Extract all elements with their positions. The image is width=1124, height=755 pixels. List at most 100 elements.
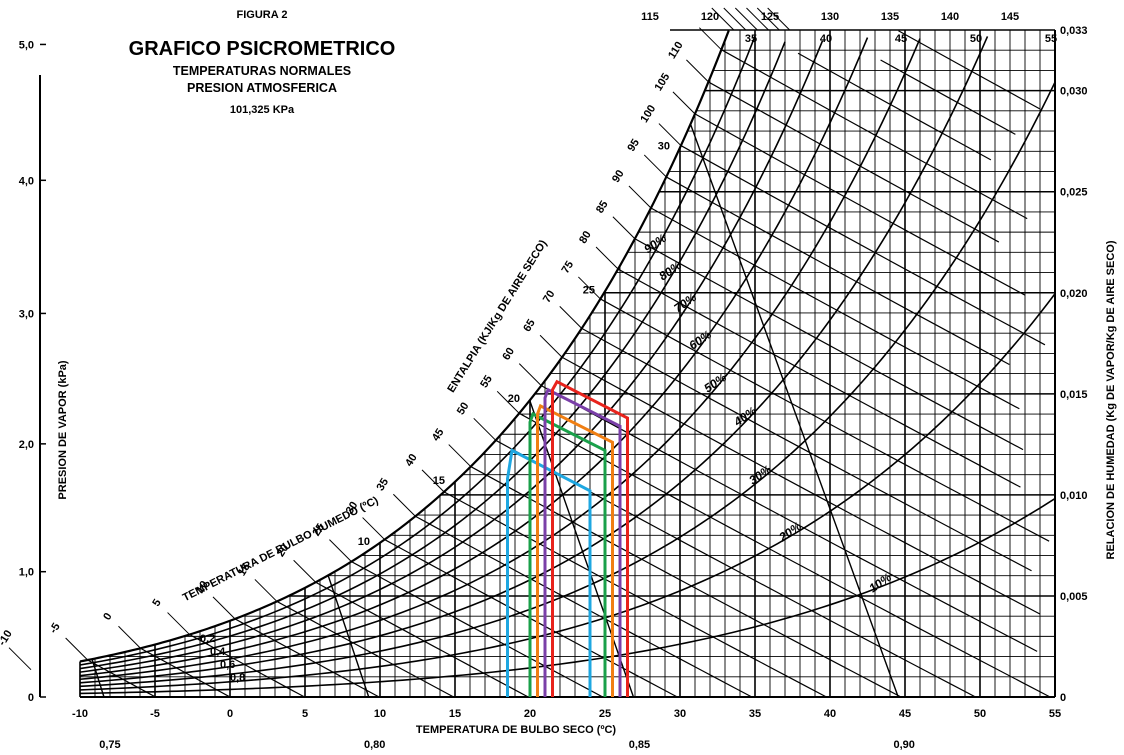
y-right-axis-label: RELACION DE HUMEDAD (Kg DE VAPOR/Kg DE A… xyxy=(1105,240,1117,559)
enthalpy-tick-label: 125 xyxy=(761,11,779,23)
enthalpy-tick xyxy=(496,390,520,414)
subtitle-line-1: TEMPERATURAS NORMALES xyxy=(173,64,351,78)
enthalpy-tick-label: 120 xyxy=(701,11,719,23)
enthalpy-tick xyxy=(698,27,722,51)
x-tick-label: 35 xyxy=(749,708,761,720)
y-left-tick-label: 3,0 xyxy=(19,308,34,320)
enthalpy-tick-label: 60 xyxy=(500,346,517,363)
enthalpy-tick-label: 70 xyxy=(541,288,558,305)
enthalpy-tick xyxy=(421,469,445,493)
enthalpy-tick xyxy=(65,637,88,661)
y-left-axis-label: PRESION DE VAPOR (kPa) xyxy=(57,360,69,499)
x-tick-label: 55 xyxy=(1049,708,1061,720)
enthalpy-line xyxy=(581,327,1032,572)
specific-volume-label: 0,85 xyxy=(629,739,650,751)
y-left-tick-label: 2,0 xyxy=(19,439,34,451)
specific-volume-line xyxy=(91,658,105,698)
x-tick-label: -5 xyxy=(150,708,160,720)
x-tick-label: 30 xyxy=(674,708,686,720)
enthalpy-tick-label: 35 xyxy=(374,476,391,493)
enthalpy-tick-label: 135 xyxy=(881,11,899,23)
enthalpy-tick-label: 55 xyxy=(478,373,495,390)
comfort-zone-4 xyxy=(543,387,622,697)
y-left-tick-label: 0 xyxy=(28,692,34,704)
enthalpy-tick-label: 40 xyxy=(403,452,420,469)
shf-label: 0,6 xyxy=(220,659,235,671)
saturation-curve xyxy=(79,30,730,663)
enthalpy-tick-label: 140 xyxy=(941,11,959,23)
x-tick-label: 0 xyxy=(227,708,233,720)
enthalpy-tick xyxy=(643,154,667,178)
enthalpy-tick xyxy=(723,7,747,31)
enthalpy-label: ENTALPIA (KJ/Kg DE AIRE SECO) xyxy=(445,238,549,395)
specific-volume-label: 0,75 xyxy=(99,739,120,751)
specific-volume-line xyxy=(689,123,899,698)
top-scale-label: 35 xyxy=(745,33,757,45)
y-right-tick-label: 0,033 xyxy=(1060,25,1088,37)
enthalpy-tick-label: 80 xyxy=(577,229,594,246)
enthalpy-line xyxy=(880,59,1016,135)
enthalpy-line xyxy=(898,30,1040,110)
x-tick-label: 45 xyxy=(899,708,911,720)
enthalpy-tick xyxy=(595,246,619,270)
wetbulb-tick-label: 30 xyxy=(658,141,670,153)
subtitle-line-3: 101,325 KPa xyxy=(230,104,295,116)
x-tick-label: 5 xyxy=(302,708,308,720)
y-right-tick-label: 0,005 xyxy=(1060,591,1088,603)
enthalpy-line xyxy=(276,600,454,698)
enthalpy-tick xyxy=(448,444,472,467)
subtitle-line-2: PRESION ATMOSFERICA xyxy=(187,81,337,95)
enthalpy-tick xyxy=(756,7,780,31)
enthalpy-tick-label: 130 xyxy=(821,11,839,23)
chart-title: GRAFICO PSICROMETRICO xyxy=(129,38,396,60)
shf-label: 0,8 xyxy=(230,672,245,684)
figure-label: FIGURA 2 xyxy=(237,9,288,21)
enthalpy-line xyxy=(650,207,1020,410)
enthalpy-tick xyxy=(293,559,316,583)
y-right-tick-label: 0,030 xyxy=(1060,86,1088,98)
enthalpy-tick xyxy=(612,216,636,240)
shf-label: 0,4 xyxy=(210,646,226,658)
rh-curve xyxy=(79,41,786,670)
enthalpy-tick-label: -10 xyxy=(0,628,15,648)
top-scale-label: 45 xyxy=(895,33,907,45)
comfort-zone-3 xyxy=(536,403,614,697)
comfort-zone-2 xyxy=(528,411,607,697)
enthalpy-tick-label: 115 xyxy=(641,11,659,23)
y-right-tick-label: 0,020 xyxy=(1060,288,1088,300)
enthalpy-tick-label: 85 xyxy=(594,199,611,216)
x-tick-label: 40 xyxy=(824,708,836,720)
enthalpy-tick xyxy=(167,612,190,635)
rh-curve xyxy=(79,497,1056,695)
specific-volume-label: 0,90 xyxy=(894,739,915,751)
enthalpy-tick-label: 50 xyxy=(455,400,472,417)
enthalpy-tick xyxy=(473,417,497,441)
enthalpy-tick xyxy=(767,7,791,31)
enthalpy-tick xyxy=(734,7,758,31)
enthalpy-tick xyxy=(329,539,352,562)
enthalpy-tick-label: 90 xyxy=(610,168,627,185)
enthalpy-tick xyxy=(539,334,563,358)
enthalpy-tick xyxy=(746,7,769,31)
enthalpy-line xyxy=(415,515,753,698)
enthalpy-tick xyxy=(672,91,696,115)
enthalpy-tick-label: 100 xyxy=(638,103,658,125)
x-tick-label: -10 xyxy=(72,708,88,720)
y-left-tick-label: 5,0 xyxy=(19,39,34,51)
x-axis-label: TEMPERATURA DE BULBO SECO (ºC) xyxy=(416,724,617,736)
rh-curve xyxy=(79,37,869,677)
top-scale-label: 55 xyxy=(1045,33,1057,45)
rh-curve xyxy=(79,293,1056,691)
x-tick-label: 10 xyxy=(374,708,386,720)
wetbulb-tick-label: 15 xyxy=(433,475,445,487)
enthalpy-line xyxy=(315,581,529,698)
enthalpy-tick xyxy=(518,363,542,386)
enthalpy-line xyxy=(665,176,1010,366)
enthalpy-line xyxy=(721,49,1028,220)
x-tick-label: 50 xyxy=(974,708,986,720)
y-right-tick-label: 0,010 xyxy=(1060,490,1088,502)
x-tick-label: 15 xyxy=(449,708,461,720)
enthalpy-tick-label: 5 xyxy=(150,597,163,609)
y-right-tick-label: 0,015 xyxy=(1060,389,1088,401)
